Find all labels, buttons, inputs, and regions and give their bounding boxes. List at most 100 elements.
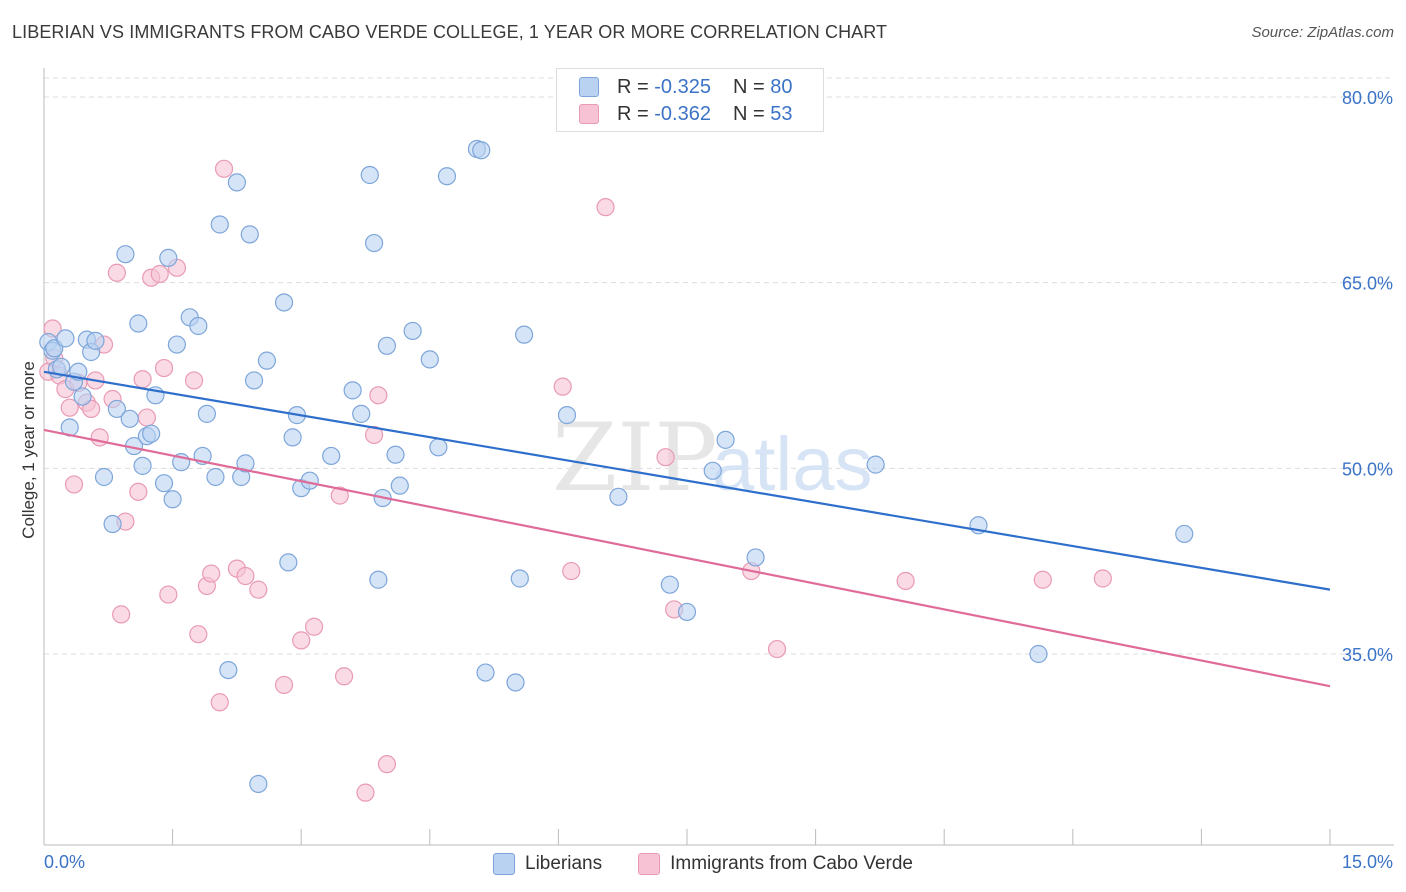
liberian-point bbox=[322, 446, 341, 466]
cabo-verde-point bbox=[133, 370, 152, 389]
liberian-point bbox=[120, 409, 139, 428]
liberian-point bbox=[510, 569, 529, 588]
liberian-point bbox=[386, 445, 405, 464]
cabo-verde-point bbox=[189, 625, 208, 644]
cabo-verde-point bbox=[236, 566, 255, 586]
liberian-point bbox=[429, 438, 448, 457]
liberian-point bbox=[86, 331, 105, 350]
liberian-point bbox=[167, 335, 186, 354]
correlation-legend: R = -0.325 N = 80 R = -0.362 N = 53 bbox=[556, 68, 824, 132]
cabo-verde-point bbox=[159, 585, 178, 604]
liberian-point bbox=[210, 215, 229, 234]
cabo-verde-point bbox=[249, 580, 268, 599]
liberian-point bbox=[244, 371, 264, 390]
legend-n-value: 53 bbox=[770, 102, 793, 125]
legend-n-label: N = bbox=[732, 75, 765, 98]
liberian-point bbox=[677, 602, 697, 622]
series-legend: Liberians Immigrants from Cabo Verde bbox=[0, 852, 1406, 876]
cabo-verde-point bbox=[60, 398, 79, 417]
liberian-point bbox=[703, 461, 722, 480]
y-axis-label-wrap: College, 1 year or more bbox=[14, 300, 44, 600]
liberian-point bbox=[352, 404, 371, 423]
cabo-verde-point bbox=[896, 571, 915, 591]
cabo-verde-point bbox=[377, 755, 397, 774]
cabo-verde-point bbox=[330, 486, 349, 505]
cabo-verde-point bbox=[154, 358, 174, 378]
legend-r-label: R = bbox=[617, 102, 649, 125]
cabo-verde-point bbox=[202, 564, 221, 583]
liberian-point bbox=[197, 404, 216, 423]
liberian-point bbox=[515, 325, 534, 344]
liberian-point bbox=[360, 165, 379, 185]
y-tick-label: 80.0% bbox=[1342, 88, 1393, 108]
cabo-verde-point bbox=[767, 639, 787, 659]
liberian-point bbox=[660, 575, 679, 594]
cabo-verde-point bbox=[274, 675, 294, 695]
legend-r-label: R = bbox=[617, 75, 649, 98]
cabo-verde-point bbox=[369, 386, 388, 405]
liberian-point bbox=[866, 455, 885, 474]
liberian-point bbox=[159, 248, 178, 268]
liberian-point bbox=[142, 424, 161, 443]
cabo-verde-point bbox=[364, 425, 384, 445]
liberian-point bbox=[219, 660, 238, 680]
liberian-point bbox=[1029, 644, 1048, 664]
cabo-verde-point bbox=[137, 408, 156, 427]
liberian-point bbox=[420, 350, 439, 369]
liberian-point bbox=[249, 774, 268, 794]
liberian-point bbox=[1175, 524, 1194, 544]
cabo-verde-point bbox=[82, 399, 101, 419]
liberian-point bbox=[236, 454, 255, 473]
liberian-point bbox=[116, 245, 135, 264]
legend-r-value: -0.362 bbox=[654, 102, 711, 125]
liberian-point bbox=[240, 225, 259, 244]
liberian-point bbox=[364, 233, 384, 253]
liberian-point bbox=[274, 293, 294, 312]
liberian-point bbox=[437, 167, 457, 186]
x-axis bbox=[43, 68, 1394, 846]
watermark-atlas: atlas bbox=[712, 422, 873, 507]
cabo-verde-point bbox=[562, 561, 581, 581]
cabo-verde-point bbox=[596, 198, 615, 217]
liberian-point bbox=[133, 456, 152, 475]
cabo-verde-point bbox=[356, 783, 375, 802]
watermark-zip: ZIP bbox=[552, 404, 718, 513]
liberian-point bbox=[283, 428, 302, 447]
liberian-point bbox=[56, 329, 75, 348]
trend-line-liberians bbox=[43, 370, 1331, 591]
y-tick-labels: 35.0% 50.0% 65.0% 80.0% bbox=[1342, 88, 1393, 665]
liberian-point bbox=[472, 141, 491, 160]
cabo-verde-point bbox=[1033, 570, 1052, 589]
y-tick-label: 50.0% bbox=[1342, 459, 1393, 479]
source-label: Source: ZipAtlas.com bbox=[1251, 24, 1394, 41]
x-tick-label-max: 15.0% bbox=[1341, 852, 1393, 872]
liberian-point bbox=[257, 351, 277, 370]
liberian-point bbox=[390, 476, 409, 495]
legend-label-liberians: Liberians bbox=[525, 853, 603, 874]
cabo-verde-point bbox=[214, 159, 234, 178]
cabo-verde-point bbox=[292, 631, 311, 650]
x-tick-label-min: 0.0% bbox=[44, 852, 86, 872]
legend-row-cabo-verde: R = -0.362 N = 53 bbox=[579, 103, 792, 125]
cabo-verde-point bbox=[210, 693, 229, 712]
liberian-point bbox=[377, 336, 397, 355]
liberian-point bbox=[206, 467, 225, 487]
liberian-point bbox=[73, 387, 92, 406]
y-tick-label: 65.0% bbox=[1342, 274, 1393, 294]
legend-swatch-pink bbox=[579, 104, 599, 124]
cabo-verde-point bbox=[184, 371, 204, 390]
cabo-verde-point bbox=[64, 475, 84, 494]
cabo-verde-point bbox=[656, 448, 675, 467]
cabo-verde-point bbox=[150, 264, 169, 284]
y-axis-label: College, 1 year or more bbox=[19, 361, 38, 539]
liberian-point bbox=[403, 321, 422, 341]
liberian-point bbox=[716, 430, 735, 449]
chart-title: LIBERIAN VS IMMIGRANTS FROM CABO VERDE C… bbox=[12, 22, 888, 42]
legend-item-liberians: Liberians bbox=[493, 853, 602, 875]
legend-n-label: N = bbox=[732, 102, 765, 125]
legend-label-cabo-verde: Immigrants from Cabo Verde bbox=[670, 853, 913, 874]
cabo-verde-point bbox=[553, 377, 572, 396]
legend-swatch-pink bbox=[638, 853, 661, 875]
liberian-point bbox=[369, 570, 388, 589]
liberian-point bbox=[227, 173, 246, 192]
